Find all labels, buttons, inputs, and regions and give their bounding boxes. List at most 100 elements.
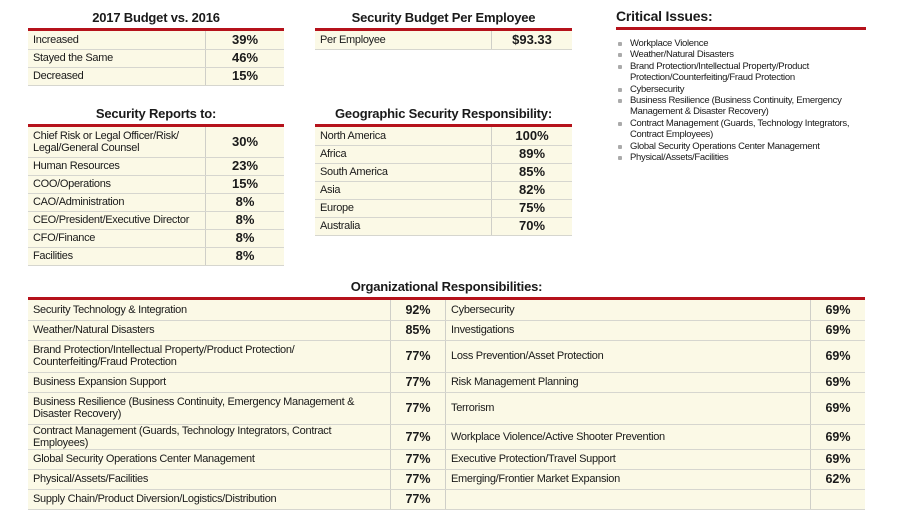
table-row: Africa 89%	[315, 145, 572, 164]
row-value: 100%	[491, 127, 572, 146]
table-row: Weather/Natural Disasters 85% Investigatio…	[28, 320, 865, 341]
table-row: CFO/Finance 8%	[28, 229, 284, 248]
row-value: 69%	[810, 340, 865, 373]
row-value: 77%	[390, 340, 446, 373]
critical-issue-item: Physical/Assets/Facilities	[618, 152, 866, 163]
table-row: Facilities 8%	[28, 247, 284, 266]
row-label: Europe	[315, 199, 492, 218]
row-value: 69%	[810, 449, 865, 470]
critical-issues-section: Critical Issues: Workplace Violence Weath…	[616, 9, 866, 163]
row-label: Physical/Assets/Facilities	[28, 469, 391, 490]
row-label: Contract Management (Guards, Technology …	[28, 424, 391, 450]
row-value: 77%	[390, 424, 446, 450]
geo-title: Geographic Security Responsibility:	[335, 106, 552, 121]
row-label: CEO/President/Executive Director	[28, 211, 206, 230]
table-row: Business Expansion Support 77% Risk Manage…	[28, 372, 865, 393]
row-value: 15%	[205, 67, 284, 86]
row-value: 39%	[205, 31, 284, 50]
row-value: 62%	[810, 469, 865, 490]
row-value: 85%	[390, 320, 446, 341]
critical-issue-item: Business Resilience (Business Continuity…	[618, 95, 866, 118]
table-row: Stayed the Same 46%	[28, 49, 284, 68]
table-row: Decreased 15%	[28, 67, 284, 86]
row-value: 70%	[491, 217, 572, 236]
geo-section: Geographic Security Responsibility: Nort…	[315, 107, 572, 236]
row-value: 82%	[491, 181, 572, 200]
divider	[28, 28, 284, 31]
row-label: Supply Chain/Product Diversion/Logistics…	[28, 489, 391, 510]
row-value: 8%	[205, 211, 284, 230]
table-row: Australia 70%	[315, 217, 572, 236]
row-label: Per Employee	[315, 31, 492, 50]
table-row: North America 100%	[315, 127, 572, 146]
table-row: CAO/Administration 8%	[28, 193, 284, 212]
row-value: 15%	[205, 175, 284, 194]
geo-table: North America 100% Africa 89% South America 8…	[315, 127, 572, 236]
table-row: Physical/Assets/Facilities 77% Emerging/Fr…	[28, 469, 865, 490]
row-label: Risk Management Planning	[445, 372, 811, 393]
row-label: Asia	[315, 181, 492, 200]
row-label: Executive Protection/Travel Support	[445, 449, 811, 470]
critical-issue-item: Workplace Violence	[618, 38, 866, 49]
critical-issue-item: Brand Protection/Intellectual Property/P…	[618, 61, 866, 84]
row-label: Security Technology & Integration	[28, 300, 391, 321]
divider	[616, 27, 866, 30]
org-table: Security Technology & Integration 92% Cybe…	[28, 300, 865, 510]
critical-issue-item: Cybersecurity	[618, 84, 866, 95]
table-row: CEO/President/Executive Director 8%	[28, 211, 284, 230]
row-label: Facilities	[28, 247, 206, 266]
row-value: 69%	[810, 320, 865, 341]
budget-table: Increased 39% Stayed the Same 46% Decreased 1…	[28, 31, 284, 86]
row-value: 46%	[205, 49, 284, 68]
row-value: 69%	[810, 300, 865, 321]
table-row: Chief Risk or Legal Officer/Risk/ Legal/…	[28, 127, 284, 158]
divider	[315, 28, 572, 31]
row-value: 92%	[390, 300, 446, 321]
row-value: 77%	[390, 489, 446, 510]
row-label: North America	[315, 127, 492, 146]
table-row: COO/Operations 15%	[28, 175, 284, 194]
row-label: Cybersecurity	[445, 300, 811, 321]
budget-section: 2017 Budget vs. 2016 Increased 39% Stayed …	[28, 11, 284, 86]
table-row: Supply Chain/Product Diversion/Logistics…	[28, 489, 865, 510]
row-label	[445, 489, 811, 510]
row-value: 75%	[491, 199, 572, 218]
row-value: 77%	[390, 449, 446, 470]
row-label: Global Security Operations Center Manage…	[28, 449, 391, 470]
table-row: Business Resilience (Business Continuity…	[28, 392, 865, 425]
table-row: Human Resources 23%	[28, 157, 284, 176]
row-value: 89%	[491, 145, 572, 164]
row-label: Brand Protection/Intellectual Property/P…	[28, 340, 391, 373]
row-label: Human Resources	[28, 157, 206, 176]
row-value: 69%	[810, 424, 865, 450]
row-label: Emerging/Frontier Market Expansion	[445, 469, 811, 490]
row-label: Weather/Natural Disasters	[28, 320, 391, 341]
row-value: 8%	[205, 193, 284, 212]
row-label: Loss Prevention/Asset Protection	[445, 340, 811, 373]
critical-issue-item: Contract Management (Guards, Technology …	[618, 118, 866, 141]
per-employee-section: Security Budget Per Employee Per Employe…	[315, 11, 572, 50]
per-employee-table: Per Employee $93.33	[315, 31, 572, 50]
row-value: 8%	[205, 247, 284, 266]
divider	[28, 124, 284, 127]
per-employee-title: Security Budget Per Employee	[351, 10, 536, 25]
table-row: Security Technology & Integration 92% Cybe…	[28, 300, 865, 321]
row-value: 69%	[810, 372, 865, 393]
critical-issues-list: Workplace Violence Weather/Natural Disast…	[616, 38, 866, 163]
critical-issues-title: Critical Issues:	[616, 8, 713, 24]
reports-table: Chief Risk or Legal Officer/Risk/ Legal/…	[28, 127, 284, 266]
row-value: 85%	[491, 163, 572, 182]
row-label: South America	[315, 163, 492, 182]
row-label: Decreased	[28, 67, 206, 86]
row-label: Business Expansion Support	[28, 372, 391, 393]
row-label: Terrorism	[445, 392, 811, 425]
row-label: Increased	[28, 31, 206, 50]
row-label: COO/Operations	[28, 175, 206, 194]
row-label: Australia	[315, 217, 492, 236]
row-value: 23%	[205, 157, 284, 176]
org-section: Organizational Responsibilities: Securit…	[28, 280, 865, 510]
table-row: Asia 82%	[315, 181, 572, 200]
row-value: 77%	[390, 372, 446, 393]
row-value: 77%	[390, 469, 446, 490]
budget-title: 2017 Budget vs. 2016	[92, 10, 220, 25]
